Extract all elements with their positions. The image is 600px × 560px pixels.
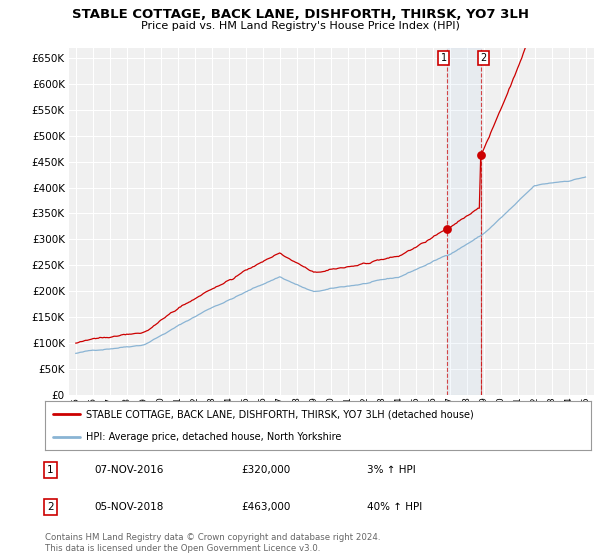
Text: 2: 2 [481, 53, 487, 63]
Text: £320,000: £320,000 [242, 465, 291, 475]
Text: STABLE COTTAGE, BACK LANE, DISHFORTH, THIRSK, YO7 3LH: STABLE COTTAGE, BACK LANE, DISHFORTH, TH… [71, 8, 529, 21]
Text: 2: 2 [47, 502, 54, 512]
Text: 1: 1 [440, 53, 446, 63]
Text: Price paid vs. HM Land Registry's House Price Index (HPI): Price paid vs. HM Land Registry's House … [140, 21, 460, 31]
Text: 05-NOV-2018: 05-NOV-2018 [94, 502, 164, 512]
Point [442, 225, 452, 234]
Text: 40% ↑ HPI: 40% ↑ HPI [367, 502, 422, 512]
Text: 07-NOV-2016: 07-NOV-2016 [94, 465, 164, 475]
Text: 1: 1 [47, 465, 54, 475]
Point [476, 151, 486, 160]
Text: £463,000: £463,000 [242, 502, 291, 512]
Bar [447, 48, 481, 395]
Text: HPI: Average price, detached house, North Yorkshire: HPI: Average price, detached house, Nort… [86, 432, 341, 442]
Text: STABLE COTTAGE, BACK LANE, DISHFORTH, THIRSK, YO7 3LH (detached house): STABLE COTTAGE, BACK LANE, DISHFORTH, TH… [86, 409, 474, 419]
Text: Contains HM Land Registry data © Crown copyright and database right 2024.
This d: Contains HM Land Registry data © Crown c… [45, 533, 380, 553]
Text: 3% ↑ HPI: 3% ↑ HPI [367, 465, 416, 475]
